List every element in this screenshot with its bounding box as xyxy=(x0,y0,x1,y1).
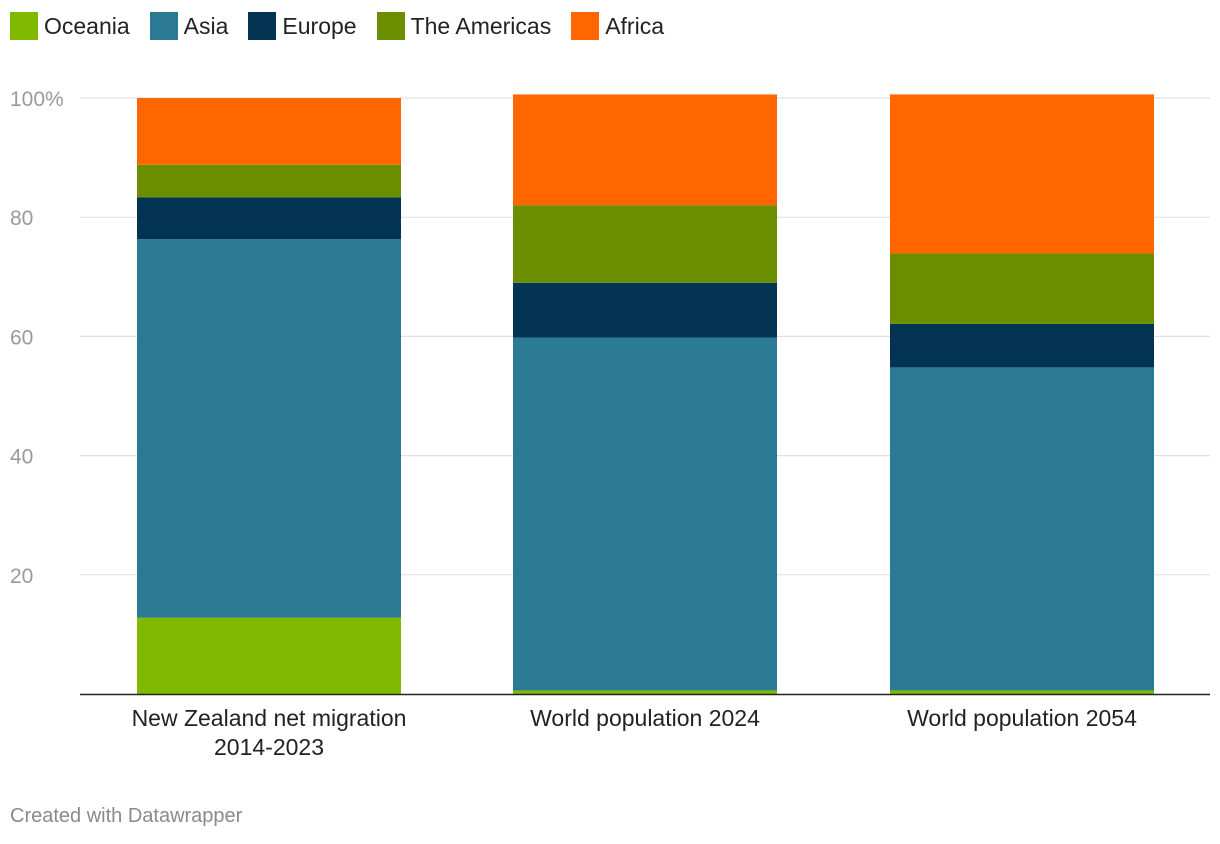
x-axis-labels: New Zealand net migration 2014-2023 World … xyxy=(132,705,1138,760)
legend-label-oceania: Oceania xyxy=(44,12,130,39)
bar-segment-oceania xyxy=(513,690,777,694)
bar-segment-asia xyxy=(890,367,1154,691)
bar-segment-africa xyxy=(137,98,401,165)
bar-stack-2 xyxy=(890,94,1154,694)
bar-segment-the-americas xyxy=(137,164,401,198)
legend-item-the-americas: The Americas xyxy=(376,12,552,40)
bar-stack-0 xyxy=(137,98,401,694)
legend-swatch-oceania xyxy=(10,12,38,40)
legend-label-asia: Asia xyxy=(183,12,229,39)
bar-segment-oceania xyxy=(137,617,401,694)
bar-segment-europe xyxy=(513,282,777,338)
y-tick-label: 80 xyxy=(10,207,33,230)
y-axis-ticks: 20 40 60 80 100% xyxy=(10,88,64,588)
bar-segment-asia xyxy=(513,337,777,691)
x-tick-label: World population 2054 xyxy=(907,705,1137,731)
y-tick-label: 20 xyxy=(10,565,33,588)
bar-segment-oceania xyxy=(890,690,1154,694)
bar-segment-the-americas xyxy=(890,253,1154,324)
bar-segment-asia xyxy=(137,239,401,618)
legend-label-the-americas: The Americas xyxy=(410,12,552,39)
legend-item-europe: Europe xyxy=(248,12,357,40)
x-tick-label: New Zealand net migration 2014-2023 xyxy=(132,705,407,760)
legend-label-europe: Europe xyxy=(282,12,357,39)
chart-legend: Oceania Asia Europe The Americas Africa xyxy=(10,10,684,42)
legend-swatch-the-americas xyxy=(376,12,405,40)
legend-swatch-africa xyxy=(571,12,600,40)
datawrapper-credit: Created with Datawrapper xyxy=(10,805,243,827)
bar-segment-africa xyxy=(890,94,1154,254)
bar-segment-europe xyxy=(890,323,1154,368)
legend-swatch-europe xyxy=(248,12,277,40)
x-tick-label: World population 2024 xyxy=(530,705,760,731)
bars xyxy=(137,94,1154,694)
legend-item-oceania: Oceania xyxy=(10,12,130,40)
legend-swatch-asia xyxy=(149,12,178,40)
bar-stack-1 xyxy=(513,94,777,694)
legend-item-asia: Asia xyxy=(149,12,229,40)
y-tick-label: 60 xyxy=(10,326,33,349)
bar-segment-africa xyxy=(513,94,777,206)
legend-item-africa: Africa xyxy=(571,12,664,40)
y-tick-label: 40 xyxy=(10,446,33,469)
legend-label-africa: Africa xyxy=(605,12,664,39)
bar-segment-the-americas xyxy=(513,205,777,283)
y-tick-label: 100% xyxy=(10,88,64,111)
bar-segment-europe xyxy=(137,197,401,240)
